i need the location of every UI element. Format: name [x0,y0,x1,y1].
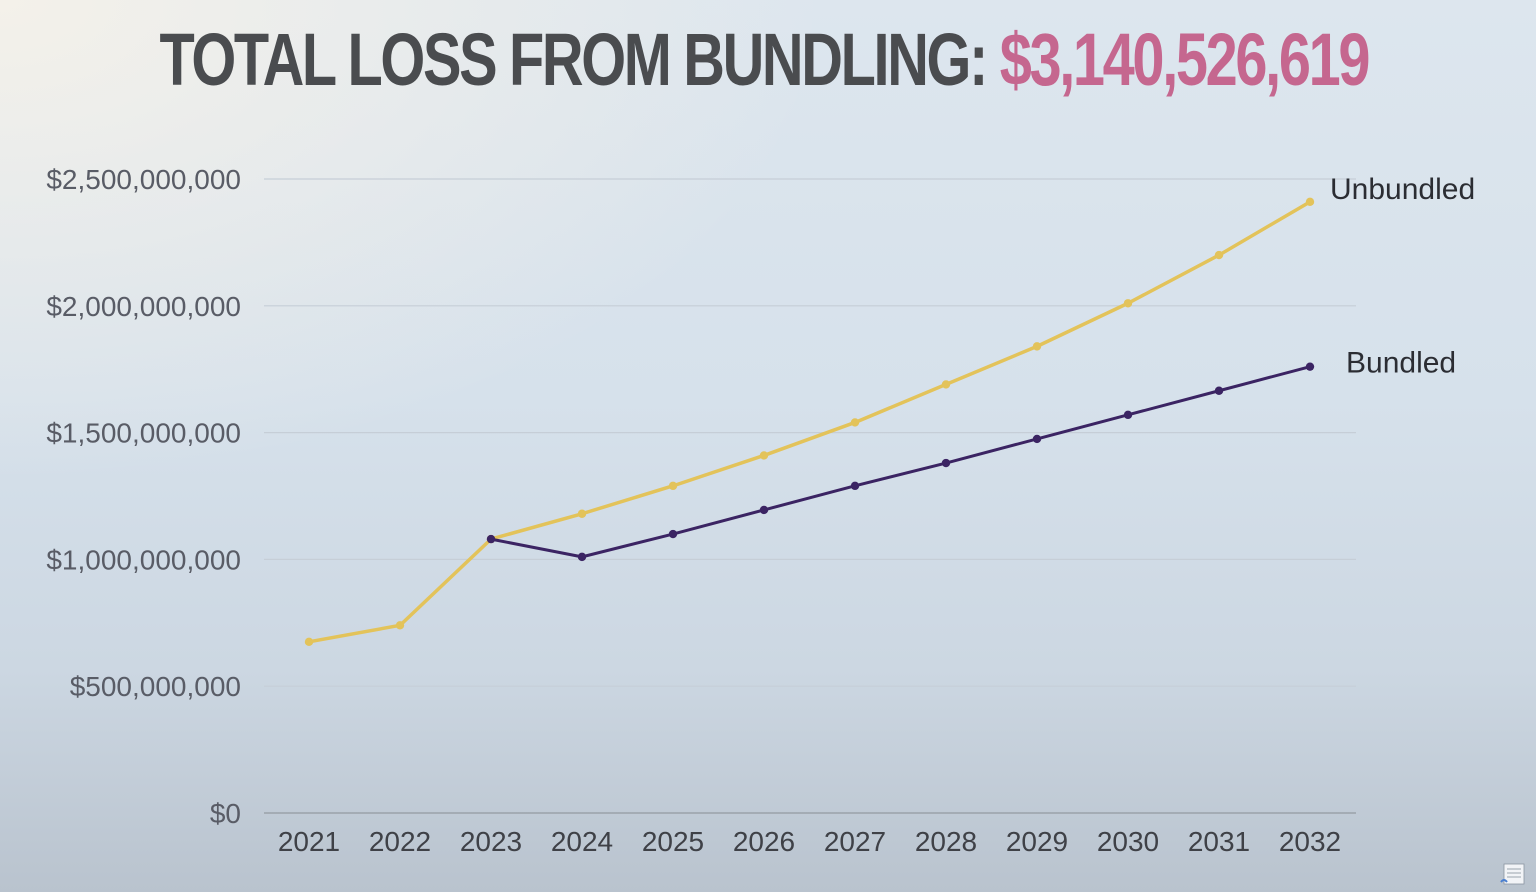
bundled-point [1305,362,1315,371]
bundled-point [668,529,678,539]
y-tick-label: $1,500,000,000 [46,418,241,449]
gridlines [264,178,1356,814]
channel-logo-icon [1500,863,1525,885]
unbundled-point [759,451,769,460]
series-lines [304,197,1315,647]
bundled-label: Bundled [1346,347,1456,380]
unbundled-point [577,509,587,518]
x-tick-label: 2031 [1188,826,1250,857]
x-tick-label: 2028 [915,826,977,857]
x-tick-label: 2032 [1279,826,1341,857]
y-tick-label: $500,000,000 [70,671,241,702]
bundled-point [941,458,951,468]
unbundled-point [668,481,678,491]
y-axis-ticks: $0 $500,000,000 $1,000,000,000 $1,500,000,0… [46,164,241,829]
y-tick-label: $2,000,000,000 [46,291,241,322]
chart-title-main: TOTAL LOSS FROM BUNDLING: [159,18,989,101]
unbundled-point [1123,299,1133,308]
bundled-point [486,534,496,544]
bundled-point [1214,386,1224,395]
unbundled-label: Unbundled [1330,173,1475,206]
unbundled-line [307,200,1312,644]
y-tick-label: $1,000,000,000 [46,544,241,575]
x-tick-label: 2026 [733,826,795,857]
series-labels: Unbundled Bundled [1330,173,1475,380]
unbundled-point [941,380,951,389]
bundled-point [577,552,587,562]
unbundled-point [395,621,405,630]
x-tick-label: 2022 [369,826,431,857]
x-tick-label: 2024 [551,826,613,857]
y-tick-label: $0 [210,798,241,829]
x-axis-ticks: 2021 2022 2023 2024 2025 2026 2027 2028 2029 2030… [278,826,1341,857]
unbundled-point [1214,250,1224,260]
bundled-point [759,505,769,515]
bundled-point [1123,410,1133,420]
unbundled-point [304,637,314,647]
x-tick-label: 2029 [1006,826,1068,857]
y-tick-label: $2,500,000,000 [46,164,241,195]
bundled-line [489,365,1312,559]
unbundled-point [1032,342,1042,351]
x-tick-label: 2023 [460,826,522,857]
x-tick-label: 2027 [824,826,886,857]
bundled-point [1032,434,1042,444]
x-tick-label: 2030 [1097,826,1159,857]
unbundled-point [1305,197,1315,207]
x-tick-label: 2025 [642,826,704,857]
chart-title: TOTAL LOSS FROM BUNDLING: $3,140,526,619 [159,14,1371,106]
total-loss-value: $3,140,526,619 [999,18,1371,101]
unbundled-point [850,418,860,427]
x-tick-label: 2021 [278,826,340,857]
bundled-point [850,481,860,491]
